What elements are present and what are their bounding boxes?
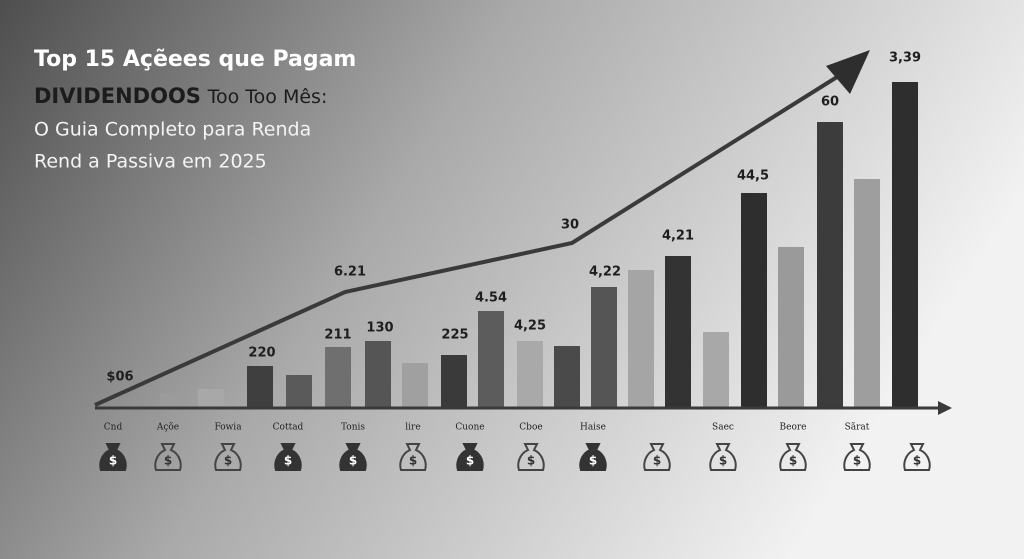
bar <box>160 393 186 407</box>
title-rest: Too Too Mês: <box>207 86 328 108</box>
icon-label: Cnd <box>104 423 123 433</box>
money-bag-icon: $ <box>339 443 367 471</box>
money-bag-icon: $ <box>643 443 671 471</box>
annotation: 60 <box>821 95 839 110</box>
bar <box>665 256 691 407</box>
icon-bag <box>779 443 807 471</box>
annotation: 6.21 <box>334 265 366 280</box>
chart-title: Top 15 Açẽees que Pagam <box>34 47 356 72</box>
bar <box>628 270 654 407</box>
icon-label: Haise <box>580 423 606 433</box>
icon-symbol: $ <box>224 454 232 468</box>
icon-symbol: $ <box>109 454 117 468</box>
bar <box>892 82 918 407</box>
annotation: 4,21 <box>662 229 694 244</box>
icon-symbol: $ <box>164 454 172 468</box>
icon-label: Cottad <box>273 423 304 433</box>
bar <box>198 389 224 407</box>
bar <box>817 122 843 407</box>
icon-symbol: $ <box>466 454 474 468</box>
money-bag-icon: $ <box>779 443 807 471</box>
bar <box>517 341 543 407</box>
icon-bag <box>154 443 182 471</box>
annotation: 30 <box>561 218 579 233</box>
icon-symbol: $ <box>284 454 292 468</box>
bar <box>854 179 880 407</box>
money-bag-icon: $ <box>274 443 302 471</box>
subtitle: Rend a Passiva em 2025 <box>34 151 267 173</box>
icon-symbol: $ <box>589 454 597 468</box>
subtitle: O Guia Completo para Renda <box>34 119 311 141</box>
axis-arrowhead <box>938 401 952 415</box>
title-bold: DIVIDENDOOS <box>34 84 201 108</box>
icon-symbol: $ <box>349 454 357 468</box>
icon-bag <box>709 443 737 471</box>
icon-label: Fowia <box>214 423 242 433</box>
icon-label: Açõe <box>156 422 179 433</box>
icon-bag <box>643 443 671 471</box>
annotation: 44,5 <box>737 169 769 184</box>
icon-label: Saec <box>712 423 734 433</box>
money-bag-icon: $ <box>843 443 871 471</box>
icon-bag <box>903 443 931 471</box>
bar <box>441 355 467 407</box>
bar <box>778 247 804 407</box>
annotation: 4.54 <box>475 291 507 306</box>
annotation: 4,22 <box>589 265 621 280</box>
icon-bag <box>339 443 367 471</box>
money-bag-icon: $ <box>903 443 931 471</box>
annotation: 220 <box>248 346 275 361</box>
money-bag-icon: $ <box>154 443 182 471</box>
icon-bag <box>214 443 242 471</box>
icon-symbol: $ <box>527 454 535 468</box>
icon-label: lire <box>405 423 420 433</box>
bar <box>741 193 767 407</box>
icon-label: Beore <box>780 423 807 433</box>
icon-bag <box>517 443 545 471</box>
money-bag-icon: $ <box>214 443 242 471</box>
money-bag-icon: $ <box>709 443 737 471</box>
icon-symbol: $ <box>789 454 797 468</box>
icon-bag <box>99 443 127 471</box>
annotation: 4,25 <box>514 319 546 334</box>
annotation: 225 <box>441 328 468 343</box>
icon-symbol: $ <box>409 454 417 468</box>
money-bag-icon: $ <box>517 443 545 471</box>
icon-label: Tonis <box>341 423 365 433</box>
bar <box>402 363 428 407</box>
icon-label: Cuone <box>455 423 484 433</box>
bar <box>478 311 504 407</box>
icon-bag <box>274 443 302 471</box>
money-bag-icon: $ <box>99 443 127 471</box>
bar <box>286 375 312 407</box>
title-line: DIVIDENDOOS Too Too Mês: <box>34 84 327 108</box>
trend-line <box>94 70 847 407</box>
icon-bag <box>399 443 427 471</box>
money-bag-icon: $ <box>579 443 607 471</box>
bar <box>703 332 729 407</box>
icon-symbol: $ <box>913 454 921 468</box>
icon-label: Cboe <box>519 423 542 433</box>
icon-symbol: $ <box>653 454 661 468</box>
icon-bag <box>843 443 871 471</box>
icon-symbol: $ <box>719 454 727 468</box>
bar <box>365 341 391 407</box>
annotation: 3,39 <box>889 51 921 66</box>
bar <box>247 366 273 407</box>
bar <box>325 347 351 407</box>
icon-label: Sãrat <box>845 422 870 433</box>
bar <box>554 346 580 407</box>
annotation: 211 <box>324 328 351 343</box>
annotation: 130 <box>366 321 393 336</box>
money-bag-icon: $ <box>399 443 427 471</box>
trend-arrowhead <box>826 50 870 94</box>
icon-bag <box>579 443 607 471</box>
annotation: $06 <box>106 370 133 385</box>
icon-bag <box>456 443 484 471</box>
money-bag-icon: $ <box>456 443 484 471</box>
icon-symbol: $ <box>853 454 861 468</box>
bar <box>591 287 617 407</box>
